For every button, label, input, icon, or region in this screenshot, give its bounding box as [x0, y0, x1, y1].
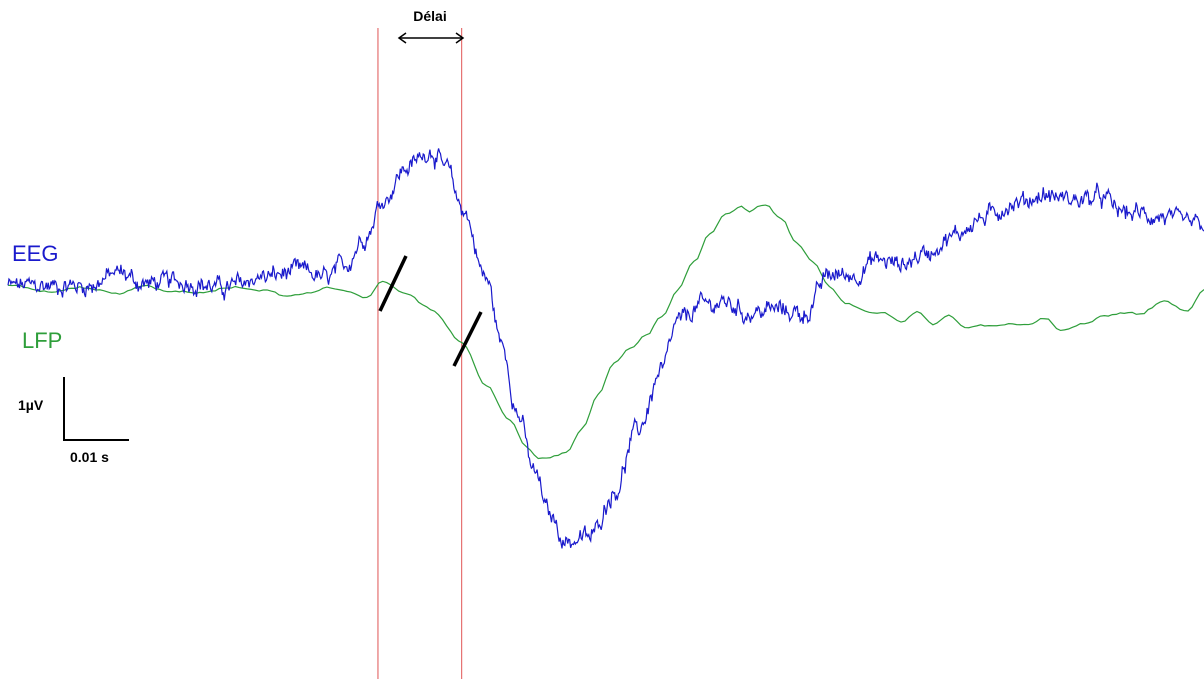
lfp-onset-slash [452, 311, 483, 367]
delay-label: Délai [413, 8, 446, 24]
delay-arrow-head-left [397, 32, 407, 44]
scale-bar-amplitude-label: 1µV [18, 397, 44, 413]
lfp-series-line [7, 204, 1204, 460]
eeg-onset-slash [378, 255, 408, 312]
eeg-series-line [7, 148, 1204, 549]
lfp-series-label: LFP [22, 328, 62, 353]
delay-annotation: Délai [397, 8, 465, 44]
eeg-series-label: EEG [12, 241, 58, 266]
delay-arrow-head-right [455, 32, 465, 44]
scale-bar: 1µV 0.01 s [18, 377, 129, 465]
onset-markers [377, 28, 463, 679]
scale-bar-time-label: 0.01 s [70, 449, 109, 465]
